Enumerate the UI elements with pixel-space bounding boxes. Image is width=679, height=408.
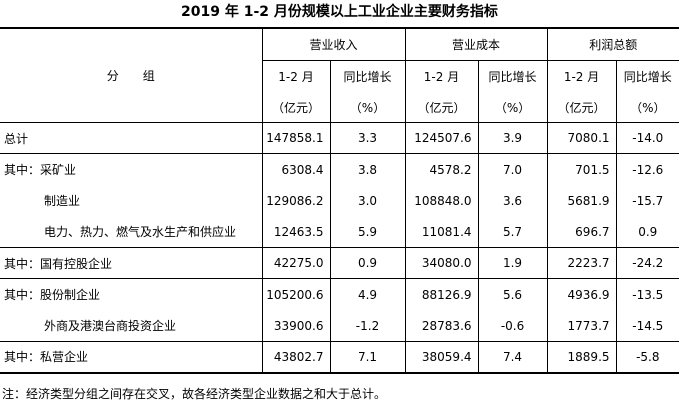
profit-cell: 1773.7 <box>546 310 617 342</box>
col-header-period: 1-2 月 <box>546 60 617 92</box>
row-label: 其中：私营企业 <box>4 350 89 365</box>
row-label: 外商及港澳台商投资企业 <box>44 319 177 334</box>
revenue-growth-cell: 3.3 <box>329 122 406 154</box>
table-row: 其中：采矿业 6308.4 3.8 4578.2 7.0 701.5 -12.6 <box>0 153 679 186</box>
table-row: 其中：股份制企业 105200.6 4.9 88126.9 5.6 4936.9… <box>0 278 679 311</box>
footnote: 注：经济类型分组之间存在交叉，故各经济类型企业数据之和大于总计。 <box>2 387 387 401</box>
revenue-cell: 6308.4 <box>261 153 330 186</box>
col-header-period: 1-2 月 <box>261 60 330 92</box>
revenue-growth-cell: 3.8 <box>329 153 406 186</box>
revenue-cell: 42275.0 <box>261 247 330 279</box>
cost-growth-cell: 3.6 <box>477 185 548 217</box>
row-label: 其中：股份制企业 <box>4 288 101 303</box>
row-label: 电力、热力、燃气及水生产和供应业 <box>44 225 237 240</box>
financial-indicators-table: 分 组 营业收入 营业成本 利润总额 1-2 月 同比增长 1-2 月 同比增长… <box>0 27 679 374</box>
cost-cell: 4578.2 <box>404 153 479 186</box>
profit-growth-cell: 0.9 <box>615 216 679 248</box>
revenue-growth-cell: 3.0 <box>329 185 406 217</box>
row-label: 制造业 <box>44 194 81 209</box>
cost-growth-cell: 3.9 <box>477 122 548 154</box>
col-unit-amount: （亿元） <box>261 92 330 123</box>
profit-cell: 4936.9 <box>546 278 617 311</box>
revenue-cell: 33900.6 <box>261 310 330 342</box>
profit-growth-cell: -14.5 <box>615 310 679 342</box>
col-unit-percent: （%） <box>477 92 548 123</box>
table-title: 2019 年 1-2 月份规模以上工业企业主要财务指标 <box>181 4 498 20</box>
profit-growth-cell: -14.0 <box>615 122 679 154</box>
cost-cell: 34080.0 <box>404 247 479 279</box>
col-header-growth: 同比增长 <box>329 60 406 92</box>
revenue-growth-cell: -1.2 <box>329 310 406 342</box>
revenue-cell: 12463.5 <box>261 216 330 248</box>
profit-growth-cell: -15.7 <box>615 185 679 217</box>
revenue-growth-cell: 5.9 <box>329 216 406 248</box>
col-unit-amount: （亿元） <box>404 92 479 123</box>
table-row: 制造业 129086.2 3.0 108848.0 3.6 5681.9 -15… <box>0 185 679 217</box>
col-header-period: 1-2 月 <box>404 60 479 92</box>
cost-growth-cell: 1.9 <box>477 247 548 279</box>
cost-growth-cell: 5.7 <box>477 216 548 248</box>
group-header: 分 组 <box>0 28 262 123</box>
cost-growth-cell: -0.6 <box>477 310 548 342</box>
cost-growth-cell: 7.0 <box>477 153 548 186</box>
row-label: 总计 <box>4 131 29 146</box>
col-unit-amount: （亿元） <box>546 92 617 123</box>
table-row: 总计 147858.1 3.3 124507.6 3.9 7080.1 -14.… <box>0 122 679 154</box>
profit-growth-cell: -5.8 <box>615 341 679 373</box>
col-header-growth: 同比增长 <box>615 60 679 92</box>
cost-cell: 108848.0 <box>404 185 479 217</box>
cost-cell: 11081.4 <box>404 216 479 248</box>
revenue-growth-cell: 7.1 <box>329 341 406 373</box>
col-unit-percent: （%） <box>615 92 679 123</box>
revenue-cell: 105200.6 <box>261 278 330 311</box>
group-header-revenue: 营业收入 <box>261 28 406 61</box>
revenue-cell: 43802.7 <box>261 341 330 373</box>
col-header-growth: 同比增长 <box>477 60 548 92</box>
profit-cell: 2223.7 <box>546 247 617 279</box>
table-row: 其中：私营企业 43802.7 7.1 38059.4 7.4 1889.5 -… <box>0 341 679 373</box>
table-row: 电力、热力、燃气及水生产和供应业 12463.5 5.9 11081.4 5.7… <box>0 216 679 248</box>
profit-growth-cell: -13.5 <box>615 278 679 311</box>
profit-cell: 1889.5 <box>546 341 617 373</box>
profit-cell: 7080.1 <box>546 122 617 154</box>
cost-growth-cell: 5.6 <box>477 278 548 311</box>
cost-cell: 38059.4 <box>404 341 479 373</box>
row-label: 其中：国有控股企业 <box>4 256 113 271</box>
cost-growth-cell: 7.4 <box>477 341 548 373</box>
cost-cell: 124507.6 <box>404 122 479 154</box>
revenue-cell: 147858.1 <box>261 122 330 154</box>
profit-cell: 5681.9 <box>546 185 617 217</box>
revenue-growth-cell: 4.9 <box>329 278 406 311</box>
profit-growth-cell: -12.6 <box>615 153 679 186</box>
profit-growth-cell: -24.2 <box>615 247 679 279</box>
revenue-cell: 129086.2 <box>261 185 330 217</box>
table-row: 其中：国有控股企业 42275.0 0.9 34080.0 1.9 2223.7… <box>0 247 679 279</box>
profit-cell: 701.5 <box>546 153 617 186</box>
row-label: 其中：采矿业 <box>4 163 77 178</box>
group-header-profit: 利润总额 <box>546 28 679 61</box>
profit-cell: 696.7 <box>546 216 617 248</box>
revenue-growth-cell: 0.9 <box>329 247 406 279</box>
table-row: 外商及港澳台商投资企业 33900.6 -1.2 28783.6 -0.6 17… <box>0 310 679 342</box>
col-unit-percent: （%） <box>329 92 406 123</box>
cost-cell: 88126.9 <box>404 278 479 311</box>
cost-cell: 28783.6 <box>404 310 479 342</box>
group-header-cost: 营业成本 <box>404 28 548 61</box>
